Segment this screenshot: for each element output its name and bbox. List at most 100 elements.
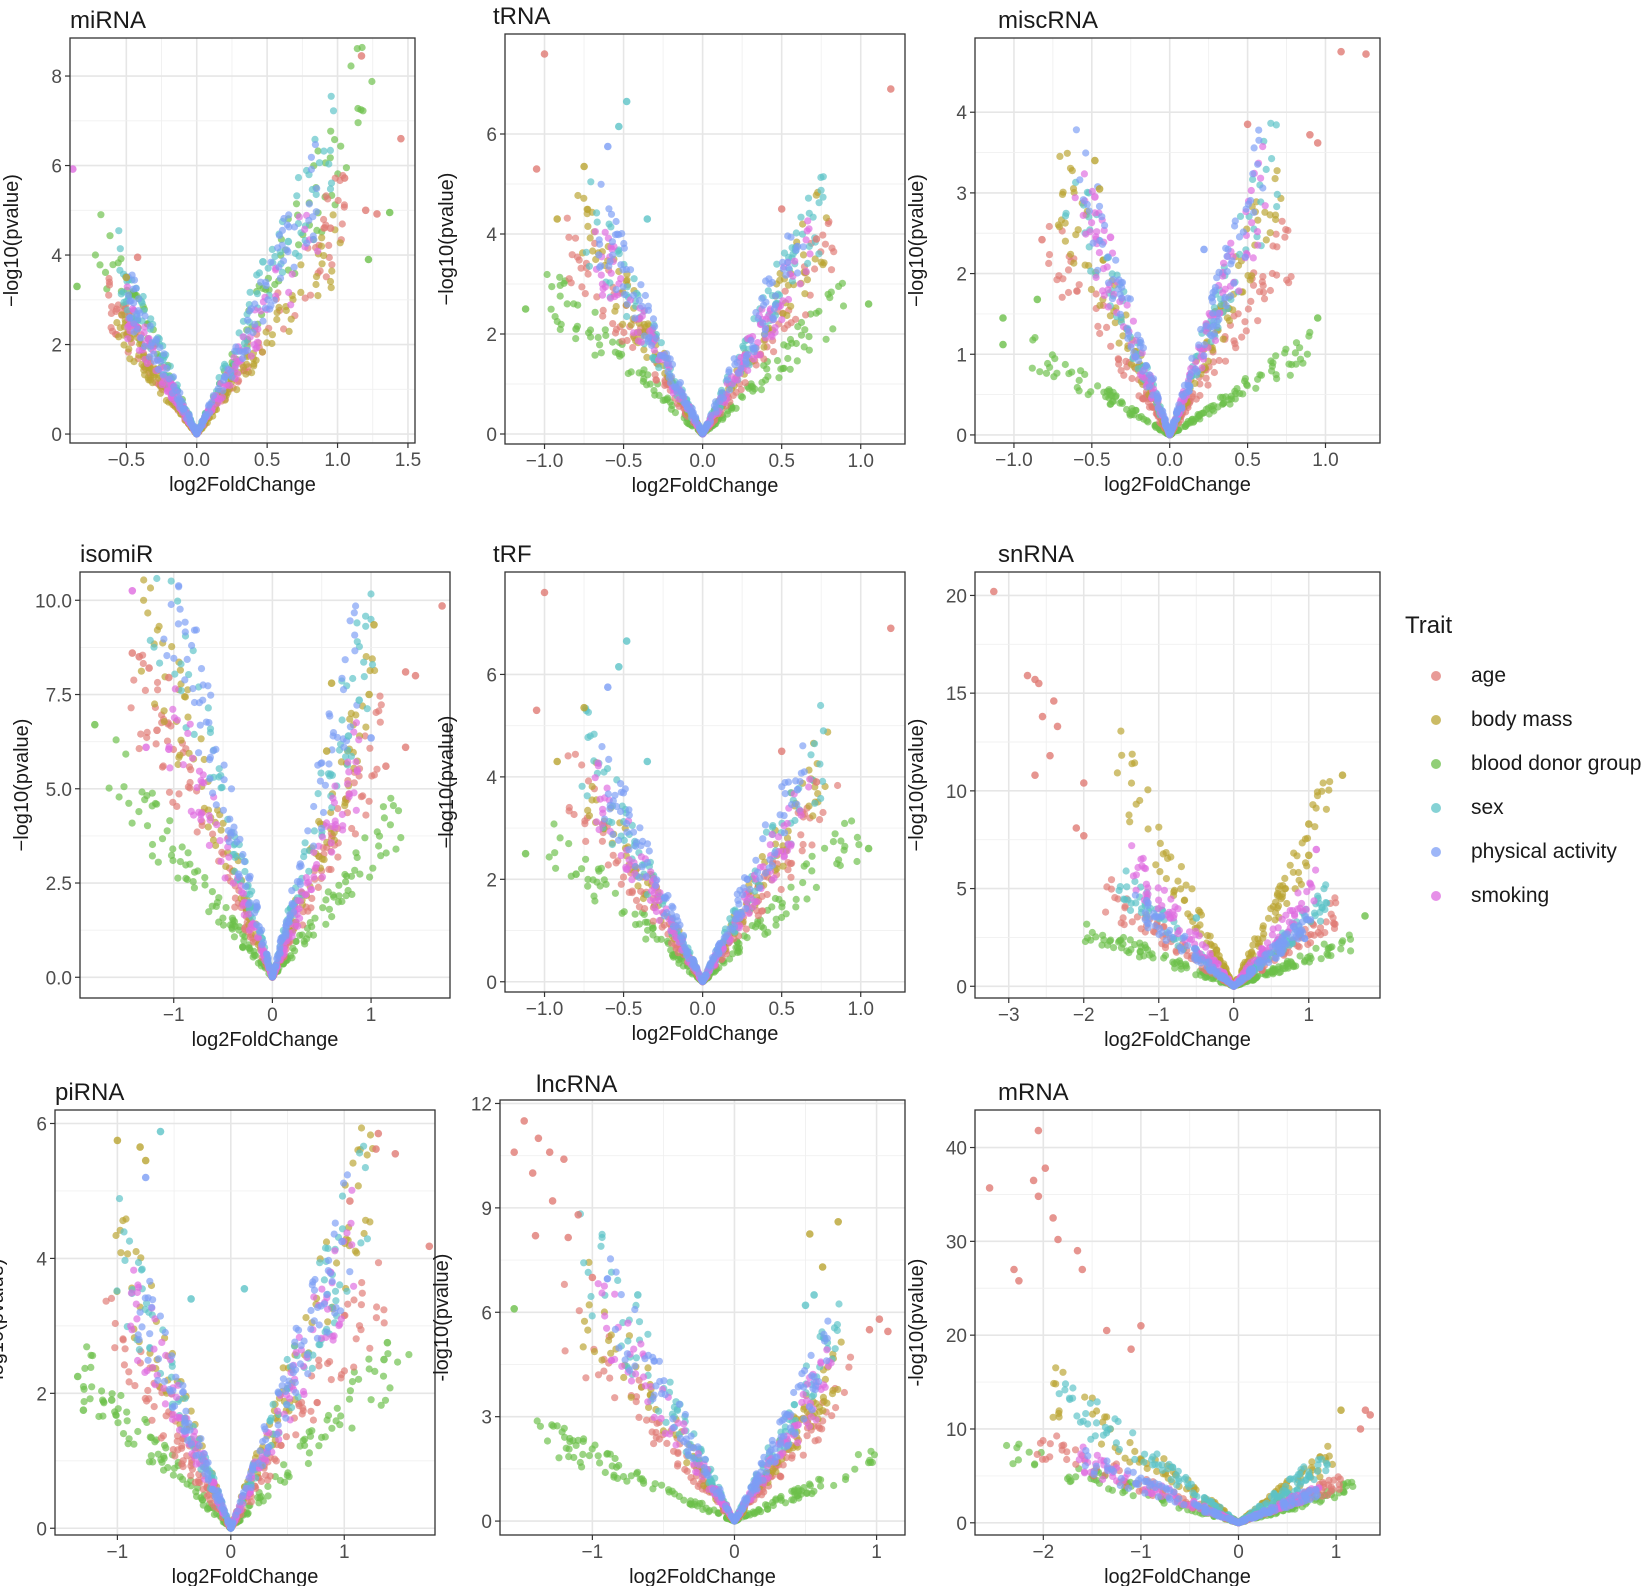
data-point — [243, 346, 252, 354]
data-point — [231, 853, 239, 861]
data-point — [1085, 262, 1093, 270]
data-point — [228, 914, 236, 922]
data-point — [1215, 356, 1223, 365]
data-point — [805, 333, 813, 341]
data-point — [650, 889, 658, 897]
data-point — [200, 755, 208, 764]
data-point — [1250, 208, 1258, 216]
data-point — [325, 865, 333, 874]
data-point — [354, 104, 362, 113]
data-point — [1248, 219, 1256, 227]
data-point — [307, 153, 315, 161]
data-point — [290, 263, 298, 271]
data-point — [269, 972, 277, 981]
data-point — [777, 885, 785, 894]
data-point — [362, 653, 370, 661]
data-point — [1135, 413, 1143, 422]
data-point — [1267, 119, 1275, 127]
data-point — [186, 720, 194, 728]
data-point — [640, 346, 648, 354]
data-point — [772, 301, 780, 309]
data-point — [642, 872, 651, 881]
data-point — [760, 301, 768, 309]
data-point — [287, 315, 295, 323]
data-point — [201, 881, 209, 889]
data-point — [177, 736, 185, 744]
data-point — [285, 288, 293, 296]
data-point — [740, 932, 748, 940]
data-point — [609, 251, 617, 259]
data-point — [122, 750, 130, 758]
data-point — [1256, 288, 1264, 296]
data-point — [726, 915, 734, 923]
data-point — [770, 315, 778, 323]
data-point — [819, 727, 828, 735]
data-point — [325, 241, 333, 249]
data-point — [670, 383, 678, 391]
data-point — [821, 240, 830, 248]
data-point — [617, 880, 625, 888]
data-point — [246, 307, 254, 315]
plot-area — [975, 38, 1380, 443]
data-point — [581, 290, 589, 298]
data-point — [837, 837, 845, 845]
data-point — [193, 430, 201, 438]
data-point — [606, 805, 614, 813]
data-point — [768, 830, 776, 839]
data-point — [617, 275, 625, 283]
data-point — [779, 258, 787, 266]
outlier-point — [367, 734, 375, 742]
data-point — [295, 241, 303, 249]
data-point — [335, 881, 343, 889]
data-point — [146, 636, 154, 645]
data-point — [1059, 188, 1067, 196]
data-point — [1182, 389, 1190, 397]
data-point — [618, 337, 626, 345]
data-point — [311, 135, 319, 143]
data-point — [801, 290, 809, 298]
outlier-point — [438, 602, 446, 610]
data-point — [1108, 391, 1116, 400]
data-point — [1031, 334, 1039, 342]
data-point — [195, 699, 203, 707]
data-point — [292, 918, 300, 927]
data-point — [1085, 207, 1093, 215]
y-tick-label: 4 — [956, 103, 967, 124]
data-point — [1087, 285, 1095, 294]
y-tick-label: 2 — [51, 336, 62, 357]
data-point — [1292, 360, 1300, 368]
data-point — [318, 759, 326, 767]
data-point — [1248, 272, 1256, 280]
data-point — [640, 320, 648, 329]
outlier-point — [340, 174, 349, 182]
data-point — [273, 309, 281, 317]
data-point — [556, 273, 564, 281]
data-point — [1056, 152, 1064, 160]
data-point — [180, 693, 189, 701]
data-point — [127, 704, 135, 712]
data-point — [1111, 319, 1119, 327]
data-point — [337, 142, 345, 150]
data-point — [213, 898, 221, 907]
data-point — [754, 912, 762, 920]
data-point — [146, 376, 154, 384]
data-point — [822, 335, 830, 343]
outlier-point — [1313, 139, 1322, 147]
data-point — [246, 288, 254, 296]
data-point — [326, 185, 335, 193]
data-point — [1292, 339, 1301, 347]
data-point — [848, 817, 856, 825]
data-point — [1123, 301, 1131, 309]
data-point — [170, 654, 178, 662]
data-point — [278, 268, 286, 276]
data-point — [834, 781, 842, 790]
data-point — [1242, 327, 1250, 335]
outlier-point — [128, 649, 137, 657]
data-point — [601, 326, 609, 334]
data-point — [250, 951, 258, 959]
data-point — [181, 618, 189, 626]
data-point — [1286, 371, 1294, 379]
x-tick-label: −0.5 — [1073, 450, 1111, 471]
data-point — [329, 211, 337, 219]
outlier-point — [604, 142, 612, 151]
